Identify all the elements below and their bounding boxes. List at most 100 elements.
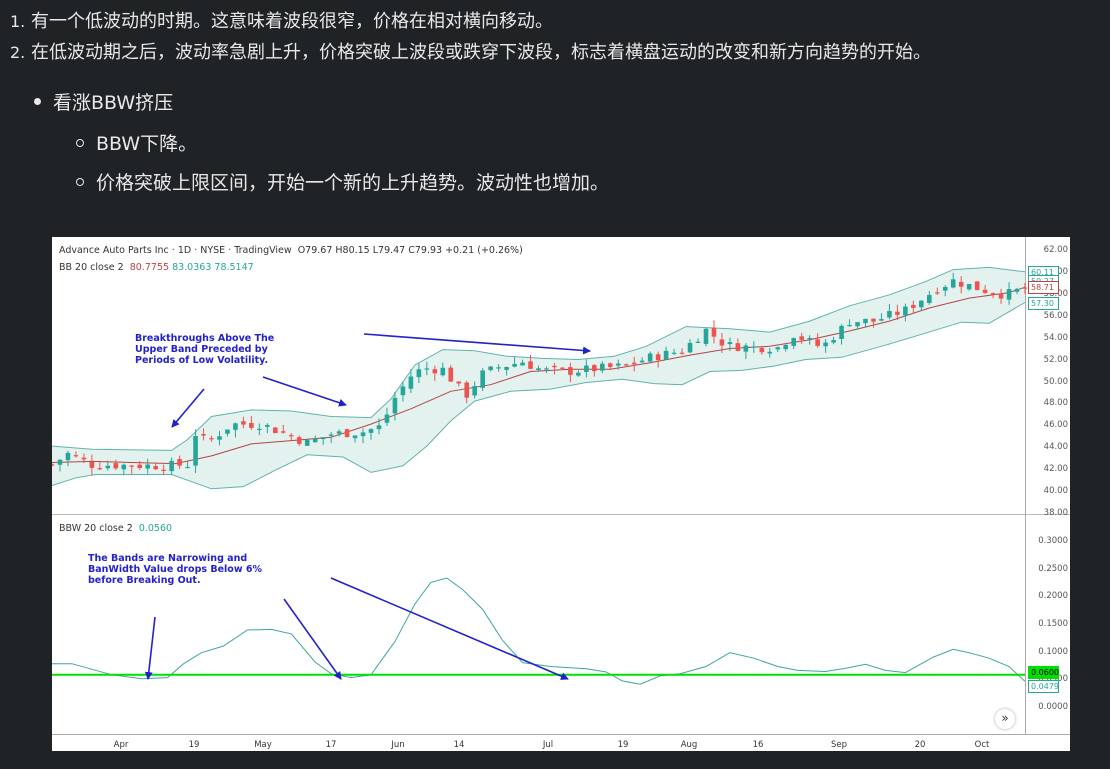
candle xyxy=(241,421,246,425)
list-item: 2. 在低波动期之后，波动率急剧上升，价格突破上波段或跌穿下波段，标志着横盘运动… xyxy=(10,37,931,68)
numbered-list: 1. 有一个低波动的时期。这意味着波段很窄，价格在相对横向移动。 2. 在低波动… xyxy=(10,6,931,68)
candle xyxy=(743,345,749,352)
candle xyxy=(201,434,206,436)
price-axis-label: 50.00 xyxy=(1043,376,1068,387)
candle xyxy=(568,367,573,375)
candle xyxy=(249,422,254,428)
list-number: 1. xyxy=(10,12,26,31)
candle xyxy=(273,427,278,434)
candle xyxy=(257,428,262,431)
candle xyxy=(998,294,1004,299)
candle xyxy=(121,464,127,470)
bb-lower-line xyxy=(52,302,1026,490)
candle xyxy=(759,347,765,353)
candle xyxy=(472,386,477,396)
bbw-axis-label: 0.3000 xyxy=(1038,536,1068,546)
candle xyxy=(703,328,709,344)
candle xyxy=(280,431,286,433)
annotation-narrowing: The Bands are Narrowing and BanWidth Valu… xyxy=(88,553,263,586)
candle xyxy=(615,363,621,366)
bbw-axis-label: 0.0000 xyxy=(1038,702,1068,712)
candle xyxy=(65,452,71,461)
candle xyxy=(97,468,103,470)
candle xyxy=(576,372,581,376)
time-axis-label: Aug xyxy=(680,740,698,750)
bbw-axis-label: 0.1500 xyxy=(1038,619,1068,629)
candle xyxy=(320,437,326,440)
candle xyxy=(807,337,812,340)
price-tag: 58.71 xyxy=(1028,281,1059,295)
candle xyxy=(496,367,501,369)
candle xyxy=(424,368,430,370)
candle xyxy=(384,414,390,423)
bullet-text: 看涨BBW挤压 xyxy=(53,92,174,114)
list-number: 2. xyxy=(10,43,26,62)
candle xyxy=(480,370,485,388)
candle xyxy=(791,338,797,346)
candle xyxy=(600,363,605,371)
candle xyxy=(831,340,836,343)
candle xyxy=(488,366,493,371)
time-axis-label: 19 xyxy=(617,740,629,750)
candle xyxy=(504,367,509,370)
scroll-to-realtime-button[interactable]: » xyxy=(995,709,1015,729)
bullet-circle-icon xyxy=(76,138,84,147)
candle xyxy=(584,365,589,373)
candle xyxy=(687,342,693,353)
bb-legend: BB 20 close 2 80.7755 83.0363 78.5147 xyxy=(59,262,254,273)
arrow-to-april-breakout xyxy=(171,388,205,428)
candle xyxy=(520,362,525,366)
candle xyxy=(1014,288,1020,292)
time-axis-label: May xyxy=(254,740,272,750)
candle xyxy=(185,467,190,469)
candle xyxy=(328,434,334,436)
candle xyxy=(623,364,629,366)
candle xyxy=(775,347,781,350)
arrow-bbw-july-low xyxy=(330,577,569,680)
candle xyxy=(942,286,948,291)
candle xyxy=(950,279,956,288)
candle xyxy=(847,325,852,327)
bbw-axis-label: 0.2500 xyxy=(1038,563,1068,574)
price-axis-label: 42.00 xyxy=(1043,464,1068,475)
list-text: 有一个低波动的时期。这意味着波段很窄，价格在相对横向移动。 xyxy=(31,11,553,32)
sub-bullet-text: BBW下降。 xyxy=(96,133,198,155)
bb-label: BB 20 close 2 xyxy=(59,262,124,273)
candle xyxy=(934,292,940,294)
time-axis-label: Sep xyxy=(830,740,848,750)
time-axis-label: Oct xyxy=(974,740,990,750)
chart-canvas xyxy=(52,237,1070,735)
list-item: 1. 有一个低波动的时期。这意味着波段很窄，价格在相对横向移动。 xyxy=(10,6,931,37)
candle xyxy=(169,460,174,472)
price-axis-label: 44.00 xyxy=(1043,442,1068,453)
tradingview-chart[interactable]: Advance Auto Parts Inc · 1D · NYSE · Tra… xyxy=(52,237,1070,751)
candle xyxy=(607,363,613,367)
candle xyxy=(113,463,119,469)
price-axis-label: 38.00 xyxy=(1043,508,1068,518)
candle xyxy=(225,429,230,434)
candle xyxy=(1006,289,1012,300)
bb-upper-line xyxy=(52,266,1026,451)
candle xyxy=(751,346,757,348)
candle xyxy=(408,376,414,389)
candle xyxy=(631,362,637,365)
bbw-axis-label: 0.2000 xyxy=(1038,591,1068,602)
candle xyxy=(592,365,597,372)
candle xyxy=(1022,287,1028,289)
candle xyxy=(919,300,924,308)
candle xyxy=(823,342,828,347)
time-axis-label: 19 xyxy=(188,740,200,750)
arrow-bbw-may-low xyxy=(283,598,342,680)
bollinger-band-fill xyxy=(52,267,1025,489)
candle xyxy=(528,361,533,369)
candle xyxy=(312,438,318,443)
candle xyxy=(265,424,270,427)
candle xyxy=(783,344,789,350)
candle xyxy=(695,341,701,343)
candle xyxy=(560,367,565,369)
chart-title: Advance Auto Parts Inc · 1D · NYSE · Tra… xyxy=(59,245,523,256)
candle xyxy=(544,368,549,370)
price-axis-label: 52.00 xyxy=(1043,354,1068,365)
candle xyxy=(735,343,741,351)
bbw-value: 0.0560 xyxy=(138,523,173,534)
